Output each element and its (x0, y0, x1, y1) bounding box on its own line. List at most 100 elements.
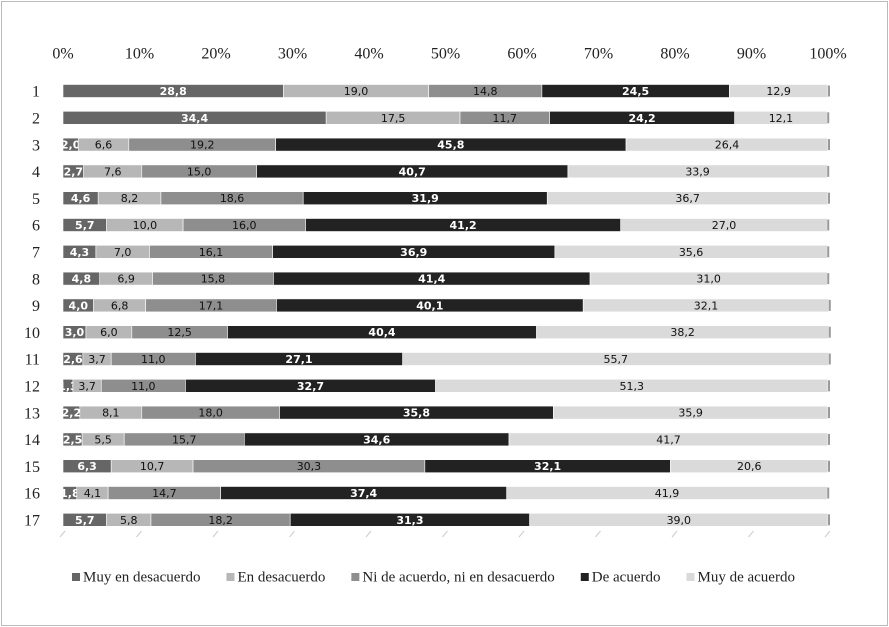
value-label: 2,6 (63, 353, 83, 366)
value-label: 31,9 (412, 192, 439, 205)
value-label: 24,5 (622, 85, 649, 98)
value-label: 40,4 (368, 326, 395, 339)
legend-swatch (226, 573, 235, 581)
x-tick-label: 60% (507, 46, 536, 63)
value-label: 24,2 (629, 112, 656, 125)
y-tick-label: 6 (32, 218, 40, 235)
value-label: 19,0 (344, 85, 369, 98)
value-label: 18,2 (208, 514, 233, 527)
value-label: 41,7 (656, 433, 681, 446)
value-label: 31,3 (396, 514, 423, 527)
value-label: 5,8 (120, 514, 138, 527)
y-tick-label: 11 (25, 352, 40, 369)
value-label: 4,8 (72, 273, 92, 286)
value-label: 4,6 (71, 192, 91, 205)
y-tick-label: 7 (32, 244, 40, 261)
value-label: 10,7 (140, 460, 165, 473)
x-tick-label: 20% (201, 46, 230, 63)
y-tick-label: 15 (24, 459, 40, 476)
value-label: 41,2 (450, 219, 477, 232)
bar-edge (828, 85, 830, 97)
y-tick-label: 8 (32, 271, 40, 288)
bar-edge (828, 433, 830, 445)
value-label: 12,9 (766, 85, 791, 98)
value-label: 17,1 (199, 299, 224, 312)
value-label: 16,0 (232, 219, 257, 232)
bar-edge (827, 112, 830, 124)
value-label: 10,0 (133, 219, 158, 232)
value-label: 5,5 (94, 433, 112, 446)
value-label: 36,7 (675, 192, 700, 205)
value-label: 7,0 (114, 246, 132, 259)
bar-edge (828, 353, 831, 365)
value-label: 45,8 (437, 139, 464, 152)
value-label: 33,9 (685, 165, 710, 178)
value-label: 34,4 (181, 112, 208, 125)
value-label: 6,6 (95, 139, 113, 152)
tick-mark (365, 530, 372, 538)
value-label: 28,8 (160, 85, 187, 98)
y-tick-label: 5 (32, 191, 40, 208)
value-label: 30,3 (297, 460, 322, 473)
legend-label: Muy en desacuerdo (83, 569, 200, 585)
value-label: 27,1 (285, 353, 312, 366)
value-label: 8,2 (121, 192, 139, 205)
legend-swatch (72, 573, 80, 581)
value-label: 12,5 (167, 326, 192, 339)
bar-edge (828, 514, 830, 526)
value-label: 26,4 (715, 139, 740, 152)
value-label: 3,7 (88, 353, 106, 366)
x-tick-label: 100% (809, 46, 846, 63)
bar-edge (828, 326, 831, 338)
value-label: 6,3 (77, 460, 97, 473)
x-tick-label: 0% (52, 46, 73, 63)
value-label: 15,0 (187, 165, 212, 178)
y-tick-label: 2 (32, 110, 40, 127)
value-label: 6,0 (100, 326, 118, 339)
value-label: 1,8 (60, 487, 80, 500)
value-label: 15,7 (172, 433, 197, 446)
value-label: 35,6 (679, 246, 704, 259)
y-tick-label: 4 (32, 164, 40, 181)
x-tick-label: 90% (737, 46, 766, 63)
tick-mark (442, 530, 448, 538)
bar-edge (828, 407, 830, 419)
value-label: 12,1 (769, 112, 794, 125)
x-tick-label: 50% (431, 46, 460, 63)
y-tick-label: 12 (24, 378, 40, 395)
value-label: 38,2 (670, 326, 695, 339)
value-label: 2,5 (63, 433, 83, 446)
value-label: 17,5 (381, 112, 406, 125)
x-tick-label: 80% (660, 46, 689, 63)
value-label: 11,0 (131, 380, 156, 393)
tick-mark (289, 530, 295, 538)
tick-mark (595, 530, 601, 538)
value-label: 6,9 (117, 273, 135, 286)
value-label: 27,0 (712, 219, 737, 232)
value-label: 32,1 (534, 460, 561, 473)
tick-mark (59, 530, 66, 538)
y-tick-label: 1 (32, 84, 40, 101)
value-label: 14,7 (152, 487, 177, 500)
value-label: 2,2 (62, 407, 82, 420)
tick-mark (136, 530, 142, 538)
bar-edge (828, 380, 830, 392)
value-label: 4,1 (84, 487, 102, 500)
value-label: 2,7 (64, 165, 84, 178)
bar-edge (828, 460, 830, 472)
tick-mark (518, 530, 525, 538)
value-label: 6,8 (111, 299, 129, 312)
bar-edge (828, 192, 830, 204)
value-label: 14,8 (473, 85, 498, 98)
value-label: 40,7 (399, 165, 426, 178)
tick-mark (212, 530, 219, 538)
value-label: 55,7 (603, 353, 628, 366)
value-label: 18,6 (220, 192, 245, 205)
value-label: 8,1 (102, 407, 120, 420)
tick-mark (671, 530, 678, 538)
value-label: 18,0 (198, 407, 223, 420)
value-label: 35,8 (403, 407, 430, 420)
bar-edge (827, 487, 830, 499)
y-tick-label: 9 (32, 298, 40, 315)
value-label: 19,2 (190, 139, 215, 152)
